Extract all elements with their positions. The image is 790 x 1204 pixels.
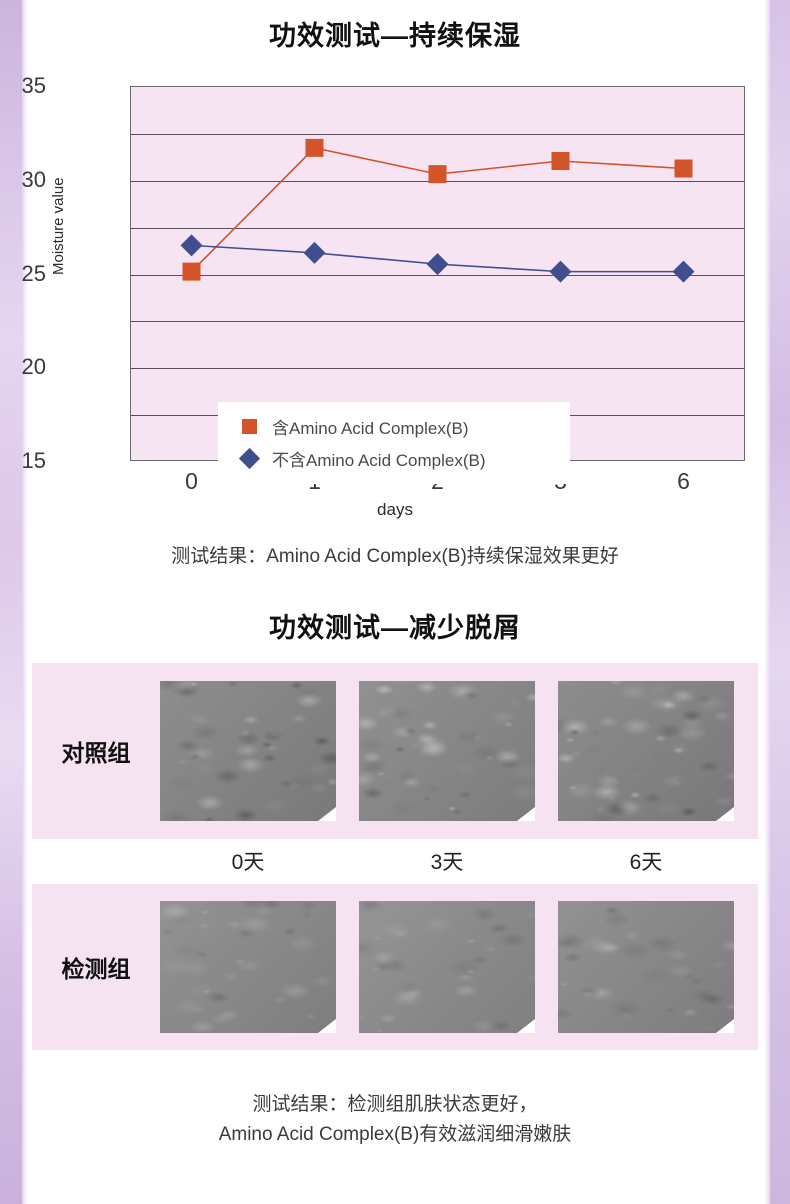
moisture-chart: Moisture value 15 20 25 30 35 含Amino Acid Co… <box>0 70 790 530</box>
legend-label-with: 含Amino Acid Complex(B) <box>272 418 469 438</box>
data-marker-s0-p0 <box>182 262 201 281</box>
flaking-conclusion: 测试结果：检测组肌肤状态更好， Amino Acid Complex(B)有效滋… <box>0 1090 790 1150</box>
test-group-photos <box>160 901 758 1033</box>
control-group-photos <box>160 681 758 821</box>
square-marker-icon <box>234 418 264 434</box>
legend-row-without: 不含Amino Acid Complex(B) <box>234 444 554 472</box>
data-marker-s0-p2 <box>428 165 447 184</box>
control-group-panel: 对照组 <box>32 663 758 839</box>
data-marker-s1-p1 <box>303 241 326 264</box>
control-group-label: 对照组 <box>61 740 131 766</box>
right-decorative-border <box>764 0 790 1204</box>
gridline <box>131 133 744 135</box>
x-tick-label: 0 <box>185 468 198 494</box>
y-tick-label: 30 <box>21 166 46 192</box>
skin-photo-test-day0 <box>160 901 336 1033</box>
data-marker-s0-p4 <box>674 159 693 178</box>
day-label-6: 6天 <box>629 851 663 874</box>
day-labels-row: 0天 3天 6天 <box>32 845 758 877</box>
x-tick-label: 6 <box>677 468 690 494</box>
data-marker-s1-p0 <box>180 234 203 257</box>
moisture-result-text: 测试结果：Amino Acid Complex(B)持续保湿效果更好 <box>171 546 619 567</box>
test-group-label: 检测组 <box>61 956 131 982</box>
legend-label-without: 不含Amino Acid Complex(B) <box>272 450 486 470</box>
skin-photo-control-day6 <box>558 681 734 821</box>
data-marker-s1-p2 <box>426 253 449 276</box>
gridline <box>131 321 744 323</box>
skin-photo-test-day6 <box>558 901 734 1033</box>
flaking-section-title: 功效测试—减少脱屑 <box>269 613 521 643</box>
gridline <box>131 368 744 370</box>
skin-photo-control-day3 <box>359 681 535 821</box>
conclusion-line-1: 测试结果：检测组肌肤状态更好， <box>252 1094 538 1115</box>
left-decorative-border <box>0 0 28 1204</box>
y-axis-title: Moisture value <box>50 177 67 275</box>
x-axis-title: days <box>377 500 413 519</box>
y-tick-label: 20 <box>21 354 46 380</box>
gridline <box>131 227 744 229</box>
data-marker-s1-p4 <box>672 260 695 283</box>
chart-legend: 含Amino Acid Complex(B) 不含Amino Acid Comp… <box>218 402 570 484</box>
y-tick-label: 35 <box>21 73 46 98</box>
skin-photo-test-day3 <box>359 901 535 1033</box>
skin-photo-control-day0 <box>160 681 336 821</box>
test-group-panel: 检测组 <box>32 884 758 1050</box>
diamond-marker-icon <box>234 447 264 469</box>
legend-row-with: 含Amino Acid Complex(B) <box>234 412 554 440</box>
day-label-0: 0天 <box>231 851 265 874</box>
day-label-3: 3天 <box>430 851 464 874</box>
conclusion-line-2: Amino Acid Complex(B)有效滋润细滑嫩肤 <box>218 1124 572 1145</box>
data-marker-s0-p1 <box>305 138 324 157</box>
y-tick-label: 25 <box>21 260 46 286</box>
chart-series-layer <box>180 138 695 283</box>
data-marker-s1-p3 <box>549 260 572 283</box>
moisture-section-title: 功效测试—持续保湿 <box>269 21 521 51</box>
y-tick-label: 15 <box>21 448 46 473</box>
data-marker-s0-p3 <box>551 152 570 170</box>
